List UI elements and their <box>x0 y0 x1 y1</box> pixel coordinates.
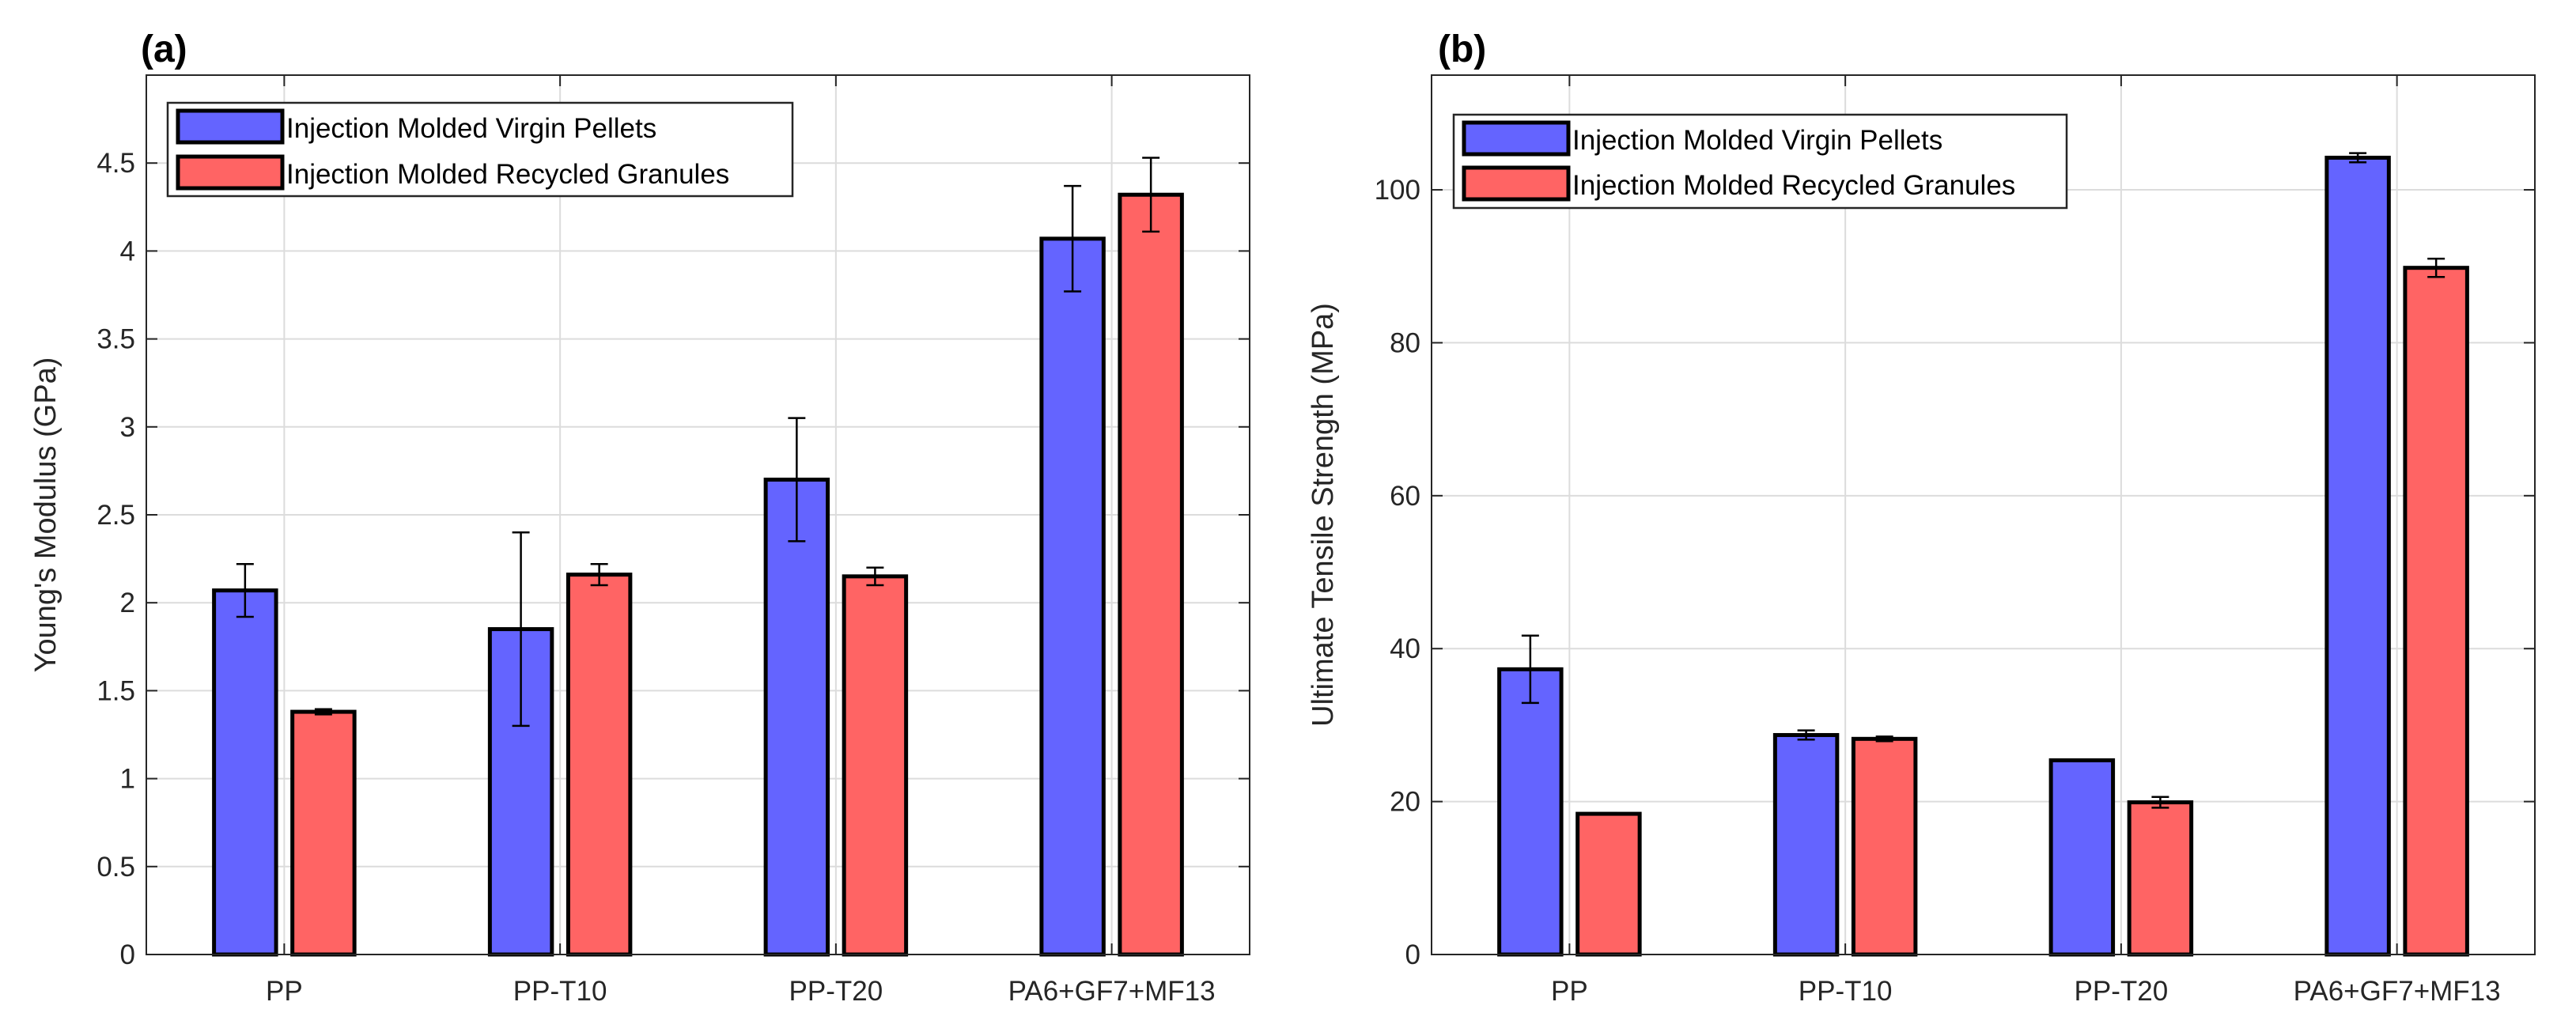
error-bar-recycled-0 <box>1599 811 1617 816</box>
error-bar-recycled-0 <box>314 708 332 716</box>
bar-virgin-0 <box>212 588 278 957</box>
error-bar-recycled-2 <box>866 566 884 587</box>
legend-b: Injection Molded Virgin Pellets Injectio… <box>1452 113 2068 210</box>
x-tick-label: PP-T20 <box>2075 976 2169 1007</box>
legend-label-virgin-b: Injection Molded Virgin Pellets <box>1572 125 1942 156</box>
error-bar-recycled-3 <box>2427 257 2445 278</box>
error-bar-recycled-2 <box>2151 796 2169 809</box>
y-tick-label: 100 <box>1375 175 1420 206</box>
y-tick-label: 1.5 <box>96 675 135 706</box>
error-bar-virgin-2 <box>788 417 806 542</box>
y-axis-label-b: Ultimate Tensile Strength (MPa) <box>1307 303 1340 727</box>
panel-a: (a) 0 0.5 1 1.5 2 2.5 3 3.5 4 4.5 PP PP-T10 PP-T20 PA… <box>29 28 1250 1007</box>
error-bar-virgin-3 <box>2349 152 2367 164</box>
bar-virgin-3 <box>2324 155 2391 957</box>
bar-virgin-0 <box>1497 667 1564 957</box>
x-tick-label: PP <box>266 976 303 1007</box>
y-tick-label: 4 <box>120 236 135 267</box>
legend-swatch-virgin-a <box>176 108 285 145</box>
y-tick-label: 0 <box>1405 939 1420 970</box>
error-bar-recycled-1 <box>1875 735 1893 743</box>
x-tick-label: PA6+GF7+MF13 <box>1008 976 1216 1007</box>
tick-labels-b: 0 20 40 60 80 100 PP PP-T10 PP-T20 PA6+GF7+MF13 <box>1375 75 2535 1007</box>
legend-swatch-virgin-b <box>1462 120 1571 157</box>
tick-labels-a: 0 0.5 1 1.5 2 2.5 3 3.5 4 4.5 PP PP-T10 PP-T20 PA6+GF… <box>96 75 1250 1007</box>
y-tick-label: 0.5 <box>96 852 135 883</box>
y-axis-label-a: Young's Modulus (GPa) <box>29 357 62 673</box>
bar-virgin-1 <box>1772 732 1840 957</box>
y-tick-label: 3 <box>120 412 135 443</box>
error-bar-recycled-1 <box>590 563 608 587</box>
legend-a: Injection Molded Virgin Pellets Injectio… <box>166 101 794 198</box>
error-bar-virgin-0 <box>1521 634 1539 705</box>
bar-recycled-2 <box>2127 800 2194 957</box>
legend-label-virgin-a: Injection Molded Virgin Pellets <box>286 113 656 144</box>
error-bar-virgin-1 <box>1797 729 1815 741</box>
y-tick-label: 40 <box>1390 633 1420 664</box>
x-tick-label: PP <box>1551 976 1588 1007</box>
error-bars-b <box>1521 152 2445 816</box>
y-tick-label: 2 <box>120 588 135 618</box>
legend-label-recycled-a: Injection Molded Recycled Granules <box>286 159 729 190</box>
legend-swatch-recycled-b <box>1462 165 1571 202</box>
bar-recycled-1 <box>1851 736 1918 957</box>
bar-virgin-2 <box>2048 758 2116 957</box>
error-bar-recycled-3 <box>1142 157 1160 233</box>
legend-swatch-recycled-a <box>176 154 285 191</box>
x-tick-label: PP-T10 <box>1799 976 1893 1007</box>
bar-recycled-2 <box>842 574 909 957</box>
error-bar-virgin-2 <box>2073 758 2091 762</box>
bar-virgin-2 <box>763 478 830 957</box>
x-tick-label: PA6+GF7+MF13 <box>2294 976 2501 1007</box>
y-tick-label: 0 <box>120 939 135 970</box>
bar-recycled-0 <box>1575 811 1642 957</box>
bar-recycled-3 <box>1118 192 1184 957</box>
y-tick-label: 80 <box>1390 327 1420 358</box>
legend-label-recycled-b: Injection Molded Recycled Granules <box>1572 170 2015 201</box>
axes-box-b <box>1431 74 2536 955</box>
error-bar-virgin-0 <box>236 563 254 618</box>
y-tick-label: 60 <box>1390 481 1420 512</box>
bar-recycled-0 <box>290 709 357 957</box>
bar-recycled-3 <box>2403 266 2469 957</box>
error-bars-a <box>236 157 1160 728</box>
bars-b <box>1497 155 2469 957</box>
y-tick-label: 3.5 <box>96 324 135 355</box>
bar-recycled-1 <box>566 573 633 957</box>
y-tick-label: 1 <box>120 764 135 795</box>
y-tick-label: 4.5 <box>96 148 135 179</box>
x-tick-label: PP-T10 <box>513 976 607 1007</box>
x-tick-label: PP-T20 <box>789 976 883 1007</box>
panel-label-a: (a) <box>141 28 187 70</box>
panel-b: (b) 0 20 40 60 80 100 PP PP-T10 PP-T20 PA6+GF7+MF… <box>1307 28 2536 1007</box>
error-bar-virgin-1 <box>512 531 530 728</box>
y-tick-label: 2.5 <box>96 500 135 531</box>
bar-virgin-3 <box>1039 236 1106 957</box>
error-bar-virgin-3 <box>1064 184 1082 293</box>
y-tick-label: 20 <box>1390 787 1420 818</box>
panel-label-b: (b) <box>1438 28 1486 70</box>
